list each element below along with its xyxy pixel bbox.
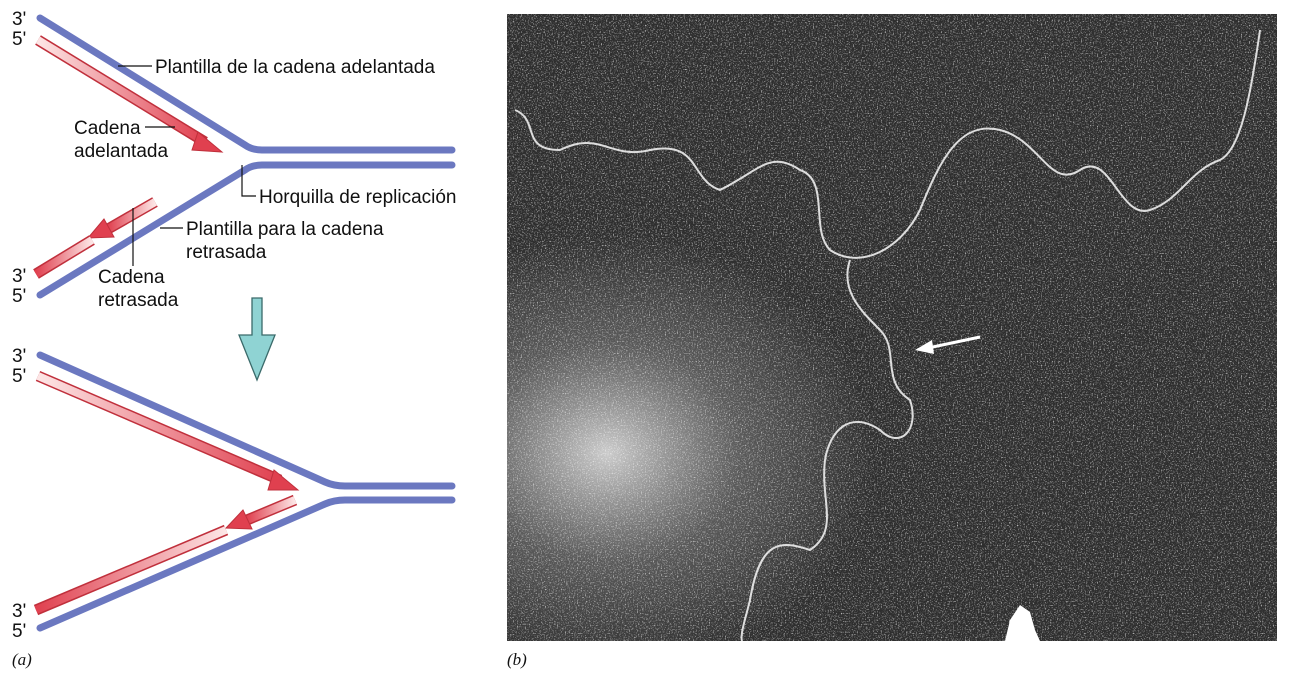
label: Plantilla para la cadena [186, 219, 384, 240]
label: adelantada [74, 141, 168, 162]
strand-end: 3' [12, 346, 26, 367]
strand-end: 5' [12, 29, 26, 50]
process-arrow [239, 298, 275, 380]
caption: (b) [507, 650, 527, 669]
label: retrasada [186, 242, 267, 263]
photo-glow [507, 14, 1277, 641]
strand-end: 3' [12, 601, 26, 622]
arrow-head [192, 132, 222, 152]
strand-end: 5' [12, 286, 26, 307]
caption: (a) [12, 650, 32, 669]
micrograph [507, 14, 1277, 641]
label: Cadena [74, 118, 141, 139]
figure: 3' 5' 3' 5' Plantilla de la cadena adela… [0, 0, 1291, 676]
strand-end: 5' [12, 621, 26, 642]
label: Plantilla de la cadena adelantada [155, 57, 435, 78]
leading-strand [38, 376, 280, 480]
okazaki-fragment [36, 530, 226, 610]
label: Horquilla de replicación [259, 187, 457, 208]
okazaki-fragment [108, 202, 155, 229]
strand-end: 3' [12, 266, 26, 287]
panel-a-bottom: 3' 5' 3' 5' [12, 346, 452, 642]
panel-a-top: 3' 5' 3' 5' Plantilla de la cadena adela… [12, 9, 457, 311]
strand-end: 3' [12, 9, 26, 30]
strand-end: 5' [12, 366, 26, 387]
label: Cadena [98, 267, 165, 288]
label: retrasada [98, 290, 179, 311]
